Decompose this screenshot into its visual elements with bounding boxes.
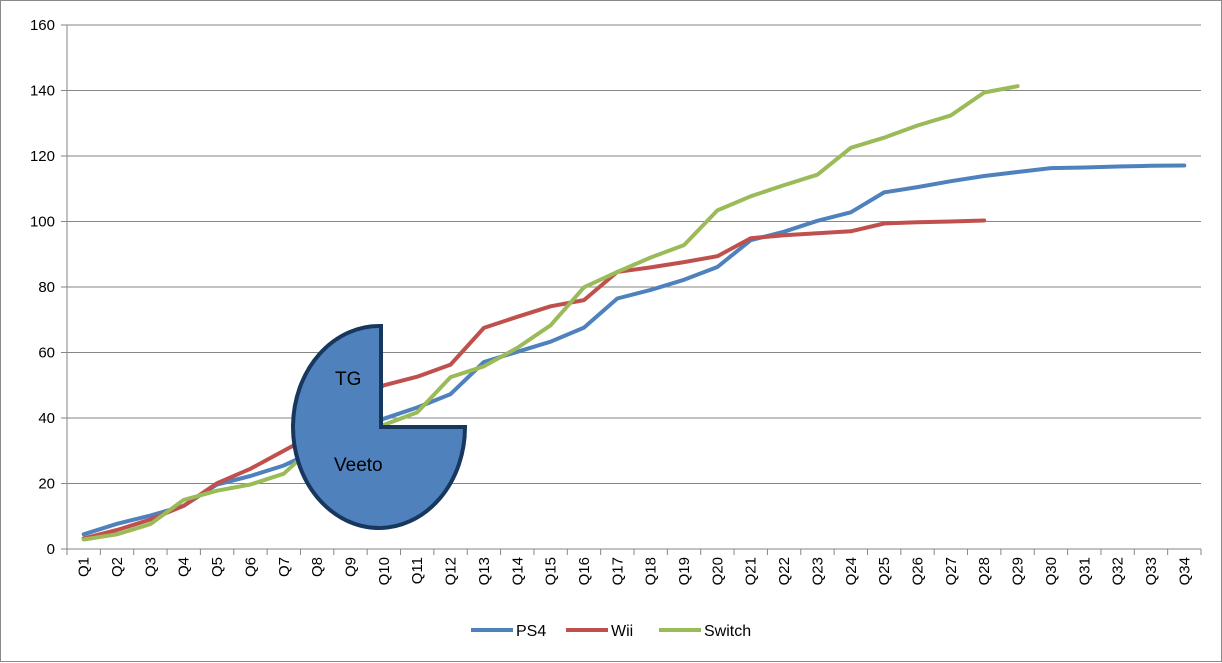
y-tick-label: 20 <box>38 476 55 493</box>
x-tick-label: Q15 <box>543 557 560 585</box>
pacman-shape <box>291 323 468 530</box>
x-tick-label: Q22 <box>776 557 793 585</box>
x-tick-label: Q20 <box>709 557 726 585</box>
x-tick-label: Q30 <box>1043 557 1060 585</box>
x-tick-label: Q5 <box>209 557 226 577</box>
y-tick-label: 100 <box>30 214 55 231</box>
y-tick-label: 120 <box>30 148 55 165</box>
x-tick-label: Q12 <box>443 557 460 585</box>
x-tick-label: Q8 <box>309 557 326 577</box>
y-tick-label: 160 <box>30 17 55 34</box>
x-tick-label: Q26 <box>910 557 927 585</box>
grid-layer <box>67 24 1201 484</box>
x-tick-label: Q28 <box>976 557 993 585</box>
x-tick-label: Q17 <box>609 557 626 585</box>
x-tick-label: Q9 <box>343 557 360 577</box>
x-tick-label: Q27 <box>943 557 960 585</box>
x-tick-label: Q1 <box>76 557 93 577</box>
x-tick-label: Q6 <box>242 557 259 577</box>
overlay-label-bottom: Veeto <box>334 455 383 476</box>
legend-label-wii: Wii <box>611 623 633 640</box>
x-tick-label: Q24 <box>843 557 860 585</box>
axis-layer: 0 20 40 60 80 100 120 140 160 Q1 Q2 Q3 Q4 Q5 Q6 Q7 Q8 Q9 Q… <box>30 17 1202 585</box>
x-tick-label: Q4 <box>176 557 193 577</box>
x-tick-label: Q19 <box>676 557 693 585</box>
x-tick-label: Q10 <box>376 557 393 585</box>
series-line-ps4 <box>81 163 1187 537</box>
series-layer <box>81 84 1187 542</box>
x-tick-label: Q2 <box>109 557 126 577</box>
overlay-label-top: TG <box>335 369 361 390</box>
y-tick-label: 140 <box>30 83 55 100</box>
x-tick-label: Q31 <box>1076 557 1093 585</box>
x-tick-label: Q33 <box>1143 557 1160 585</box>
x-tick-label: Q13 <box>476 557 493 585</box>
x-tick-label: Q18 <box>643 557 660 585</box>
y-tick-label: 0 <box>47 541 55 558</box>
x-tick-label: Q23 <box>809 557 826 585</box>
legend-label-switch: Switch <box>704 623 751 640</box>
x-tick-label: Q29 <box>1010 557 1027 585</box>
x-tick-label: Q7 <box>276 557 293 577</box>
x-tick-label: Q14 <box>509 557 526 585</box>
y-tick-label: 60 <box>38 345 55 362</box>
x-tick-label: Q34 <box>1176 557 1193 585</box>
x-tick-label: Q21 <box>743 557 760 585</box>
x-tick-label: Q32 <box>1110 557 1127 585</box>
legend: PS4 Wii Switch <box>471 623 751 640</box>
y-tick-label: 80 <box>38 279 55 296</box>
series-line-switch <box>81 84 1020 542</box>
y-tick-label: 40 <box>38 410 55 427</box>
x-tick-label: Q16 <box>576 557 593 585</box>
pacman-shape-overlay: TG Veeto <box>291 323 468 530</box>
x-tick-label: Q11 <box>409 557 426 584</box>
legend-label-ps4: PS4 <box>516 623 546 640</box>
x-tick-label: Q3 <box>142 557 159 577</box>
series-line-wii <box>81 218 987 541</box>
x-tick-label: Q25 <box>876 557 893 585</box>
